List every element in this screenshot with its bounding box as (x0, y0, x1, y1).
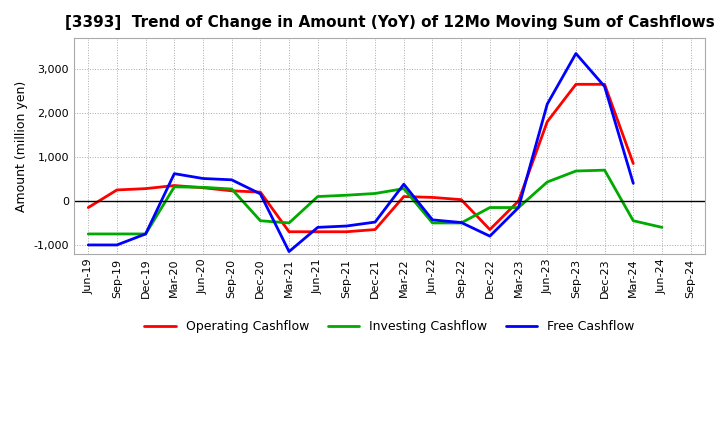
Line: Investing Cashflow: Investing Cashflow (89, 170, 662, 234)
Investing Cashflow (256, 218, 265, 224)
Legend: Operating Cashflow, Investing Cashflow, Free Cashflow: Operating Cashflow, Investing Cashflow, … (140, 315, 639, 338)
Investing Cashflow (543, 180, 552, 185)
Investing Cashflow (514, 205, 523, 210)
Operating Cashflow (543, 119, 552, 125)
Free Cashflow (199, 176, 207, 181)
Investing Cashflow (428, 220, 437, 226)
Free Cashflow (600, 84, 609, 89)
Free Cashflow (170, 171, 179, 176)
Investing Cashflow (371, 191, 379, 196)
Free Cashflow (629, 181, 638, 186)
Free Cashflow (514, 205, 523, 210)
Investing Cashflow (313, 194, 322, 199)
Operating Cashflow (514, 198, 523, 204)
Free Cashflow (342, 224, 351, 229)
Operating Cashflow (428, 195, 437, 200)
Operating Cashflow (342, 229, 351, 235)
Free Cashflow (228, 177, 236, 183)
Free Cashflow (112, 242, 121, 248)
Operating Cashflow (457, 197, 466, 202)
Free Cashflow (572, 51, 580, 56)
Investing Cashflow (342, 193, 351, 198)
Free Cashflow (543, 102, 552, 107)
Line: Operating Cashflow: Operating Cashflow (89, 84, 634, 232)
Investing Cashflow (141, 231, 150, 237)
Investing Cashflow (657, 225, 666, 230)
Operating Cashflow (84, 205, 93, 210)
Operating Cashflow (629, 161, 638, 166)
Operating Cashflow (112, 187, 121, 193)
Operating Cashflow (400, 194, 408, 199)
Operating Cashflow (572, 82, 580, 87)
Investing Cashflow (572, 169, 580, 174)
Y-axis label: Amount (million yen): Amount (million yen) (15, 81, 28, 212)
Free Cashflow (284, 249, 293, 254)
Investing Cashflow (228, 187, 236, 192)
Free Cashflow (313, 225, 322, 230)
Investing Cashflow (284, 220, 293, 226)
Free Cashflow (428, 217, 437, 223)
Investing Cashflow (84, 231, 93, 237)
Operating Cashflow (199, 185, 207, 191)
Free Cashflow (457, 220, 466, 225)
Investing Cashflow (170, 184, 179, 190)
Operating Cashflow (485, 227, 494, 232)
Operating Cashflow (256, 190, 265, 195)
Free Cashflow (84, 242, 93, 248)
Free Cashflow (141, 231, 150, 237)
Investing Cashflow (457, 220, 466, 226)
Operating Cashflow (170, 183, 179, 188)
Free Cashflow (256, 191, 265, 197)
Operating Cashflow (313, 229, 322, 235)
Free Cashflow (371, 220, 379, 225)
Operating Cashflow (600, 82, 609, 87)
Operating Cashflow (228, 188, 236, 194)
Operating Cashflow (371, 227, 379, 232)
Investing Cashflow (199, 185, 207, 190)
Investing Cashflow (485, 205, 494, 210)
Free Cashflow (485, 234, 494, 239)
Operating Cashflow (284, 229, 293, 235)
Investing Cashflow (400, 186, 408, 191)
Operating Cashflow (141, 186, 150, 191)
Investing Cashflow (600, 168, 609, 173)
Investing Cashflow (629, 218, 638, 224)
Investing Cashflow (112, 231, 121, 237)
Line: Free Cashflow: Free Cashflow (89, 54, 634, 252)
Free Cashflow (400, 182, 408, 187)
Title: [3393]  Trend of Change in Amount (YoY) of 12Mo Moving Sum of Cashflows: [3393] Trend of Change in Amount (YoY) o… (65, 15, 714, 30)
